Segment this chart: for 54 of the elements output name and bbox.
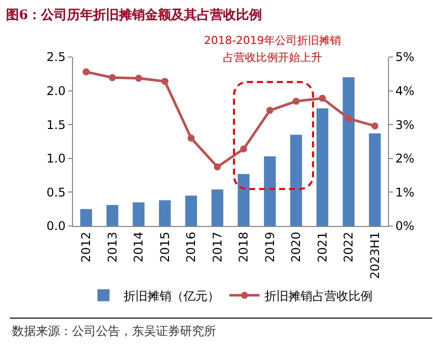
y-tick-label: 2.5: [46, 50, 66, 64]
point: [292, 98, 300, 105]
point: [371, 122, 378, 130]
x-tick-label: 2019: [262, 232, 277, 262]
x-tick-label: 2012: [79, 232, 94, 262]
legend-label: 折旧摊销占营收比例: [264, 288, 372, 303]
bar: [185, 196, 198, 226]
y-tick-label: 1.0: [46, 152, 66, 166]
point: [135, 74, 142, 82]
chart-title: 图6：公司历年折旧摊销金额及其占营收比例: [6, 7, 262, 23]
y-tick-label: 0.0: [46, 219, 66, 234]
point: [266, 106, 274, 114]
legend-label: 折旧摊销（亿元）: [124, 288, 220, 303]
x-tick-label: 2014: [132, 232, 146, 262]
bar: [211, 190, 224, 226]
x-tick-label: 2021: [315, 232, 330, 262]
y2-tick-label: 1%: [395, 185, 414, 200]
y2-tick-label: 0%: [395, 219, 414, 234]
x-tick-label: 2023H1: [368, 232, 382, 280]
annotation: 占营收比例开始上升: [223, 51, 322, 64]
y2-tick-label: 2%: [395, 152, 414, 166]
point: [188, 134, 195, 142]
bar: [368, 133, 381, 226]
y2-tick-label: 4%: [395, 84, 414, 98]
x-tick-label: 2018: [236, 232, 251, 262]
point: [82, 68, 90, 76]
bar: [290, 134, 302, 226]
bar: [80, 209, 92, 226]
x-tick-label: 2017: [210, 232, 224, 262]
bar: [158, 200, 171, 226]
point: [161, 78, 168, 85]
y-tick-label: 0.5: [46, 185, 66, 200]
y2-tick-label: 5%: [395, 50, 414, 64]
bar: [316, 108, 328, 226]
point: [345, 115, 352, 122]
y-tick-label: 2.0: [46, 84, 66, 98]
x-tick-label: 2020: [289, 232, 304, 262]
x-tick-label: 2022: [342, 232, 356, 262]
point: [318, 94, 326, 102]
text: 2018-2019年公司折旧摊销: [204, 34, 341, 47]
point: [108, 74, 116, 82]
bar: [238, 174, 250, 226]
point: [214, 163, 221, 170]
bar: [106, 205, 118, 226]
x-tick-label: 2016: [184, 232, 198, 262]
x-tick-label: 2015: [158, 232, 172, 262]
bar: [342, 77, 355, 226]
y-tick-label: 1.5: [46, 118, 66, 132]
point: [240, 145, 248, 152]
y2-tick-label: 3%: [395, 118, 414, 132]
bar: [132, 202, 145, 226]
source-note: 数据来源：公司公告，东吴证券研究所: [12, 324, 216, 338]
bar: [264, 156, 276, 226]
x-tick-label: 2013: [105, 232, 120, 262]
